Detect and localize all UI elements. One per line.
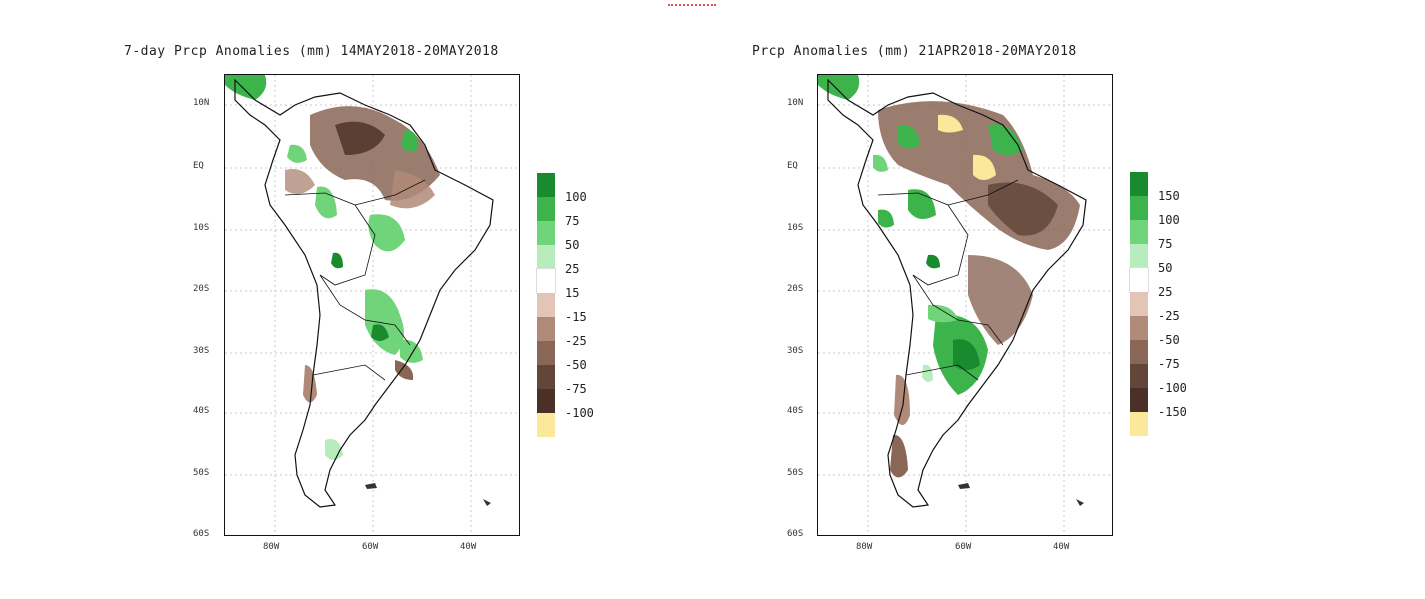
legend-swatch — [537, 197, 555, 221]
legend-swatch — [1130, 244, 1148, 268]
legend-swatch — [537, 173, 555, 197]
legend-swatch — [1130, 388, 1148, 412]
legend-swatch — [1130, 196, 1148, 220]
lon-label: 60W — [955, 542, 972, 552]
legend-label: -25 — [565, 334, 587, 348]
lat-label: 20S — [193, 284, 210, 294]
lat-label: 20S — [787, 284, 804, 294]
lon-label: 40W — [1053, 542, 1070, 552]
lat-label: EQ — [193, 161, 204, 171]
south-america-map — [225, 75, 519, 535]
lon-label: 80W — [856, 542, 873, 552]
lon-label: 80W — [263, 542, 280, 552]
legend-label: 50 — [1158, 261, 1173, 275]
legend-swatch — [1130, 412, 1148, 436]
legend-label: 75 — [565, 214, 580, 228]
lat-label: 40S — [787, 406, 804, 416]
legend-swatch — [537, 245, 555, 269]
header-dotted-mark — [668, 0, 716, 6]
legend-swatch — [537, 341, 555, 365]
lat-label: 50S — [787, 468, 804, 478]
map-title: Prcp Anomalies (mm) 21APR2018-20MAY2018 — [752, 44, 1077, 59]
legend-swatch — [537, 413, 555, 437]
legend-swatch — [1130, 172, 1148, 196]
lon-label: 60W — [362, 542, 379, 552]
legend-label: 100 — [1158, 213, 1180, 227]
legend-label: -75 — [565, 382, 587, 396]
legend-swatch — [536, 268, 556, 294]
lat-label: 10S — [787, 223, 804, 233]
color-legend: 100 75 50 25 15 -15 -25 -50 -75 -100 — [536, 173, 617, 443]
legend-swatch — [537, 317, 555, 341]
legend-swatch — [537, 389, 555, 413]
legend-label: -150 — [1158, 405, 1187, 419]
lat-label: EQ — [787, 161, 798, 171]
lat-label: 60S — [193, 529, 210, 539]
legend-label: 25 — [1158, 285, 1173, 299]
legend-label: -25 — [1158, 309, 1180, 323]
legend-label: 15 — [565, 286, 580, 300]
legend-label: -50 — [1158, 333, 1180, 347]
legend-swatch — [1130, 292, 1148, 316]
legend-label: 25 — [565, 262, 580, 276]
legend-label: 150 — [1158, 189, 1180, 203]
lon-label: 40W — [460, 542, 477, 552]
color-legend: 150 100 75 50 25 -25 -50 -75 -100 -150 — [1129, 172, 1210, 442]
anomaly-shading — [225, 75, 440, 460]
south-america-map — [818, 75, 1112, 535]
legend-label: 50 — [565, 238, 580, 252]
legend-label: 100 — [565, 190, 587, 204]
map-title: 7-day Prcp Anomalies (mm) 14MAY2018-20MA… — [124, 44, 499, 59]
legend-label: -15 — [565, 310, 587, 324]
legend-label: 75 — [1158, 237, 1173, 251]
legend-swatch — [1130, 316, 1148, 340]
legend-swatch — [1130, 220, 1148, 244]
legend-label: -75 — [1158, 357, 1180, 371]
lat-label: 30S — [193, 346, 210, 356]
map-frame — [224, 74, 520, 536]
legend-swatch — [1130, 364, 1148, 388]
legend-label: -50 — [565, 358, 587, 372]
legend-swatch — [1130, 340, 1148, 364]
lat-label: 60S — [787, 529, 804, 539]
lat-label: 40S — [193, 406, 210, 416]
legend-swatch — [537, 221, 555, 245]
legend-label: -100 — [1158, 381, 1187, 395]
legend-swatch — [1129, 267, 1149, 293]
lat-label: 10S — [193, 223, 210, 233]
lat-label: 30S — [787, 346, 804, 356]
legend-swatch — [537, 365, 555, 389]
anomaly-shading — [818, 75, 1080, 478]
lat-label: 10N — [193, 98, 210, 108]
lat-label: 50S — [193, 468, 210, 478]
lat-label: 10N — [787, 98, 804, 108]
legend-label: -100 — [565, 406, 594, 420]
legend-swatch — [537, 293, 555, 317]
map-frame — [817, 74, 1113, 536]
